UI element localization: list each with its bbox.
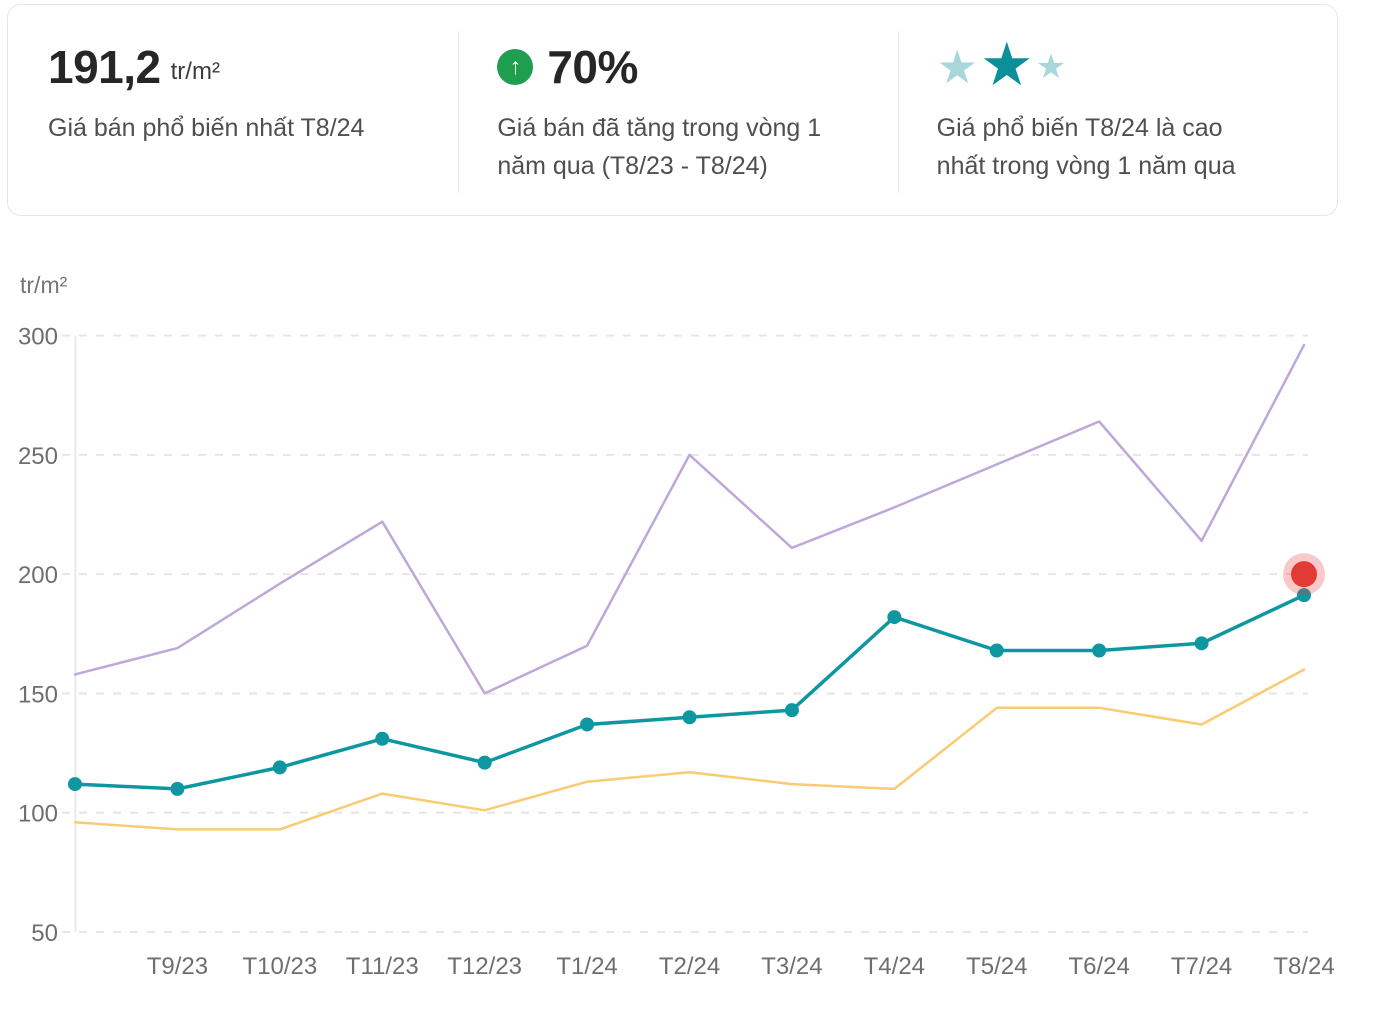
data-point[interactable] xyxy=(784,703,799,718)
lower-price-line xyxy=(73,668,1306,831)
common-price-value-row: 191,2 tr/m² xyxy=(48,39,427,95)
common-price-line xyxy=(73,593,1306,791)
summary-card-strip: 191,2 tr/m² Giá bán phổ biến nhất T8/24 … xyxy=(7,4,1338,216)
card-price-change: ↑ 70% Giá bán đã tăng trong vòng 1 năm q… xyxy=(457,5,896,215)
data-point[interactable] xyxy=(682,710,697,725)
y-tick-label: 250 xyxy=(18,443,58,470)
x-tick-label: T10/23 xyxy=(242,953,317,980)
card-divider xyxy=(898,31,899,193)
x-tick-label: T7/24 xyxy=(1171,953,1232,980)
arrow-up-circle-icon: ↑ xyxy=(497,49,534,85)
x-tick-label: T6/24 xyxy=(1068,953,1129,980)
data-point[interactable] xyxy=(170,781,185,796)
common-price-value: 191,2 xyxy=(48,41,161,93)
star-icon: ★ xyxy=(1035,48,1067,86)
data-point[interactable] xyxy=(375,731,390,746)
y-tick-label: 100 xyxy=(18,801,58,828)
highlight-dot[interactable] xyxy=(1291,561,1318,588)
y-tick-label: 200 xyxy=(18,562,58,589)
common-price-description: Giá bán phổ biến nhất T8/24 xyxy=(48,114,365,142)
price-rating-description: Giá phổ biến T8/24 là cao nhất trong vòn… xyxy=(936,114,1236,180)
common-price-unit: tr/m² xyxy=(170,58,220,85)
x-tick-label: T4/24 xyxy=(864,953,925,980)
data-point[interactable] xyxy=(989,643,1004,658)
x-tick-label: T5/24 xyxy=(966,953,1027,980)
y-axis-title: tr/m² xyxy=(20,272,68,298)
data-point[interactable] xyxy=(1194,636,1209,651)
x-tick-label: T2/24 xyxy=(659,953,720,980)
star-rating-icons: ★ ★ ★ xyxy=(936,35,1307,95)
x-tick-label: T1/24 xyxy=(556,953,617,980)
data-point[interactable] xyxy=(1092,643,1107,658)
data-point[interactable] xyxy=(68,777,82,792)
card-price-rating: ★ ★ ★ Giá phổ biến T8/24 là cao nhất tro… xyxy=(897,5,1337,215)
x-tick-label: T8/24 xyxy=(1273,953,1334,980)
data-point[interactable] xyxy=(580,717,595,732)
data-point[interactable] xyxy=(1297,588,1312,603)
price-change-value: 70% xyxy=(547,41,638,93)
price-change-value-row: ↑ 70% xyxy=(497,39,866,95)
card-common-price: 191,2 tr/m² Giá bán phổ biến nhất T8/24 xyxy=(8,5,457,215)
star-icon: ★ xyxy=(979,31,1034,98)
data-point[interactable] xyxy=(272,760,287,775)
star-icon: ★ xyxy=(936,41,978,93)
x-tick-label: T11/23 xyxy=(346,953,419,980)
data-point[interactable] xyxy=(887,610,902,625)
y-tick-label: 50 xyxy=(31,920,58,947)
y-tick-label: 300 xyxy=(18,324,58,351)
x-tick-label: T3/24 xyxy=(761,953,822,980)
data-point[interactable] xyxy=(477,755,492,770)
price-change-description: Giá bán đã tăng trong vòng 1 năm qua (T8… xyxy=(497,114,822,180)
upper-price-line xyxy=(73,343,1306,695)
x-tick-label: T12/23 xyxy=(447,953,522,980)
card-divider xyxy=(458,31,459,193)
x-tick-label: T9/23 xyxy=(147,953,208,980)
y-tick-label: 150 xyxy=(18,681,58,708)
